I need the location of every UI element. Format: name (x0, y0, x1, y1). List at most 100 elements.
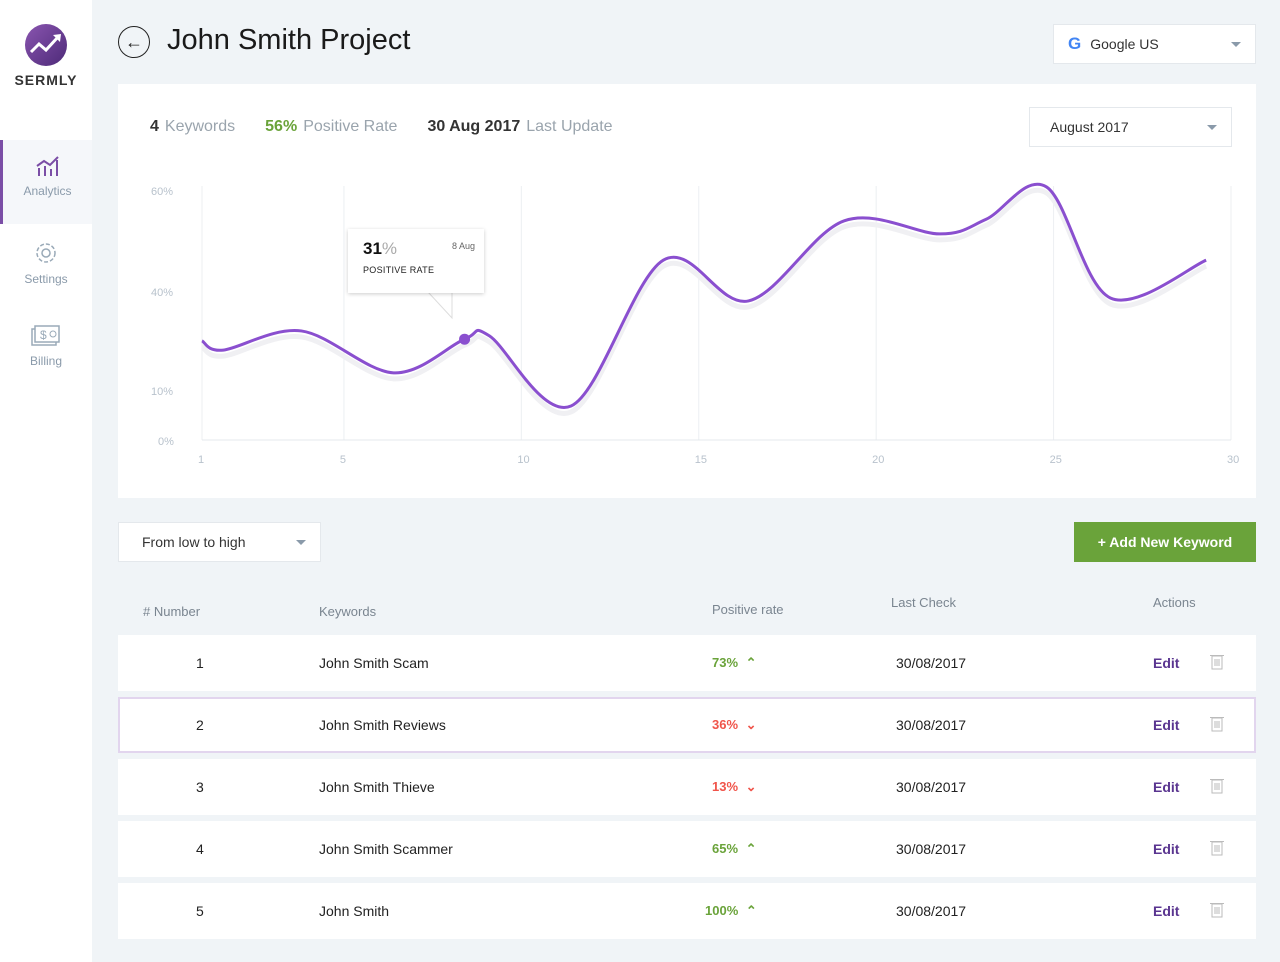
keywords-label: Keywords (164, 118, 236, 135)
sidebar-item-label: Billing (29, 354, 62, 368)
x-tick-label: 20 (872, 454, 885, 466)
table-row: 5 John Smith 100% ⌃ 30/08/2017 Edit (118, 883, 1256, 939)
row-number: 1 (196, 655, 204, 671)
trash-icon[interactable] (1210, 839, 1224, 859)
chevron-down-icon (296, 540, 306, 545)
table-row: 4 John Smith Scammer 65% ⌃ 30/08/2017 Ed… (118, 821, 1256, 877)
column-header-positive-rate: Positive rate (712, 602, 784, 617)
search-engine-value: Google US (1090, 36, 1159, 52)
row-last-check: 30/08/2017 (896, 717, 967, 733)
positive-rate-value: 56% (265, 118, 298, 135)
edit-button[interactable]: Edit (1153, 779, 1180, 795)
x-tick-label: 25 (1049, 454, 1062, 466)
logo-text: SERMLY (14, 72, 78, 88)
sidebar-item-settings[interactable]: Settings (0, 226, 92, 310)
rate-value: 36% (712, 717, 739, 732)
tooltip-value: 31 (363, 239, 382, 258)
svg-text:$: $ (40, 328, 47, 342)
x-tick-label: 10 (517, 454, 530, 466)
y-tick-label: 60% (151, 186, 174, 198)
analytics-card: 4 Keywords 56% Positive Rate 30 Aug 2017 La… (118, 84, 1256, 498)
month-value: August 2017 (1050, 119, 1129, 135)
sort-value: From low to high (142, 534, 246, 550)
row-number: 4 (196, 841, 204, 857)
arrow-left-icon: ← (125, 31, 143, 52)
row-keyword: John Smith (319, 903, 390, 919)
row-number: 2 (196, 717, 204, 733)
tooltip-unit: % (381, 239, 398, 258)
sidebar-item-billing[interactable]: $ Billing (0, 310, 92, 394)
edit-button[interactable]: Edit (1153, 717, 1180, 733)
table-row: 3 John Smith Thieve 13% ⌄ 30/08/2017 Edi… (118, 759, 1256, 815)
sidebar-item-analytics[interactable]: Analytics (0, 140, 92, 224)
page-title: John Smith Project (167, 24, 411, 56)
trash-icon[interactable] (1210, 901, 1224, 921)
column-header-last-check: Last Check (891, 595, 957, 610)
row-keyword: John Smith Thieve (319, 779, 435, 795)
y-tick-label: 40% (151, 287, 174, 299)
chevron-down-icon (1207, 125, 1217, 130)
keywords-count: 4 (150, 118, 159, 135)
column-header-number: # Number (143, 604, 201, 619)
row-keyword: John Smith Scam (319, 655, 429, 671)
row-number: 3 (196, 779, 204, 795)
trash-icon[interactable] (1210, 653, 1224, 673)
row-last-check: 30/08/2017 (896, 779, 967, 795)
trash-icon[interactable] (1210, 715, 1224, 735)
sort-select[interactable]: From low to high (118, 522, 321, 562)
chevron-down-icon (1231, 42, 1241, 47)
y-tick-label: 0% (158, 436, 174, 448)
tooltip-date: 8 Aug (451, 241, 475, 251)
x-tick-label: 15 (694, 454, 707, 466)
chart-tooltip: 31% 8 Aug POSITIVE RATE (348, 229, 484, 293)
rate-value: 100% (705, 903, 739, 918)
sidebar-item-label: Analytics (23, 184, 72, 198)
y-tick-label: 10% (151, 386, 174, 398)
google-icon: G (1068, 34, 1082, 53)
row-positive-rate: 13% ⌄ (712, 779, 757, 795)
table-row: 2 John Smith Reviews 36% ⌄ 30/08/2017 Ed… (118, 697, 1256, 753)
search-engine-select[interactable]: G Google US (1053, 24, 1256, 64)
last-update-value: 30 Aug 2017 (427, 118, 521, 135)
row-positive-rate: 73% ⌃ (712, 655, 757, 671)
tooltip-label: POSITIVE RATE (363, 265, 435, 275)
row-last-check: 30/08/2017 (896, 841, 967, 857)
row-positive-rate: 65% ⌃ (712, 841, 757, 857)
back-button[interactable]: ← (118, 26, 150, 58)
sidebar: SERMLY Analytics Settings $ Billing (0, 0, 92, 962)
x-tick-label: 1 (198, 454, 205, 466)
column-header-keywords: Keywords (319, 604, 377, 619)
row-number: 5 (196, 903, 204, 919)
positive-rate-label: Positive Rate (303, 118, 398, 135)
trash-icon[interactable] (1210, 777, 1224, 797)
billing-icon: $ (31, 325, 60, 346)
rate-value: 73% (712, 655, 739, 670)
chevron-up-icon: ⌃ (745, 655, 757, 670)
analytics-icon (35, 156, 59, 176)
last-update-label: Last Update (526, 118, 613, 135)
row-last-check: 30/08/2017 (896, 903, 967, 919)
edit-button[interactable]: Edit (1153, 841, 1180, 857)
add-keyword-button[interactable]: + Add New Keyword (1074, 522, 1256, 562)
row-last-check: 30/08/2017 (896, 655, 967, 671)
chevron-down-icon: ⌄ (745, 717, 757, 732)
row-keyword: John Smith Reviews (319, 717, 446, 733)
row-keyword: John Smith Scammer (319, 841, 453, 857)
chevron-up-icon: ⌃ (745, 903, 757, 918)
rate-value: 65% (712, 841, 739, 856)
edit-button[interactable]: Edit (1153, 903, 1180, 919)
month-select[interactable]: August 2017 (1029, 107, 1232, 147)
logo-icon (25, 24, 67, 66)
row-positive-rate: 100% ⌃ (705, 903, 757, 919)
logo: SERMLY (0, 24, 92, 88)
gear-icon (36, 243, 56, 263)
stats-bar: 4 Keywords 56% Positive Rate 30 Aug 2017 La… (150, 118, 613, 136)
table-row: 1 John Smith Scam 73% ⌃ 30/08/2017 Edit (118, 635, 1256, 691)
x-tick-label: 5 (339, 454, 347, 466)
edit-button[interactable]: Edit (1153, 655, 1180, 671)
sidebar-item-label: Settings (24, 272, 68, 286)
rate-value: 13% (712, 779, 739, 794)
column-header-actions: Actions (1153, 595, 1196, 610)
chevron-down-icon: ⌄ (745, 779, 757, 794)
row-positive-rate: 36% ⌄ (712, 717, 757, 733)
